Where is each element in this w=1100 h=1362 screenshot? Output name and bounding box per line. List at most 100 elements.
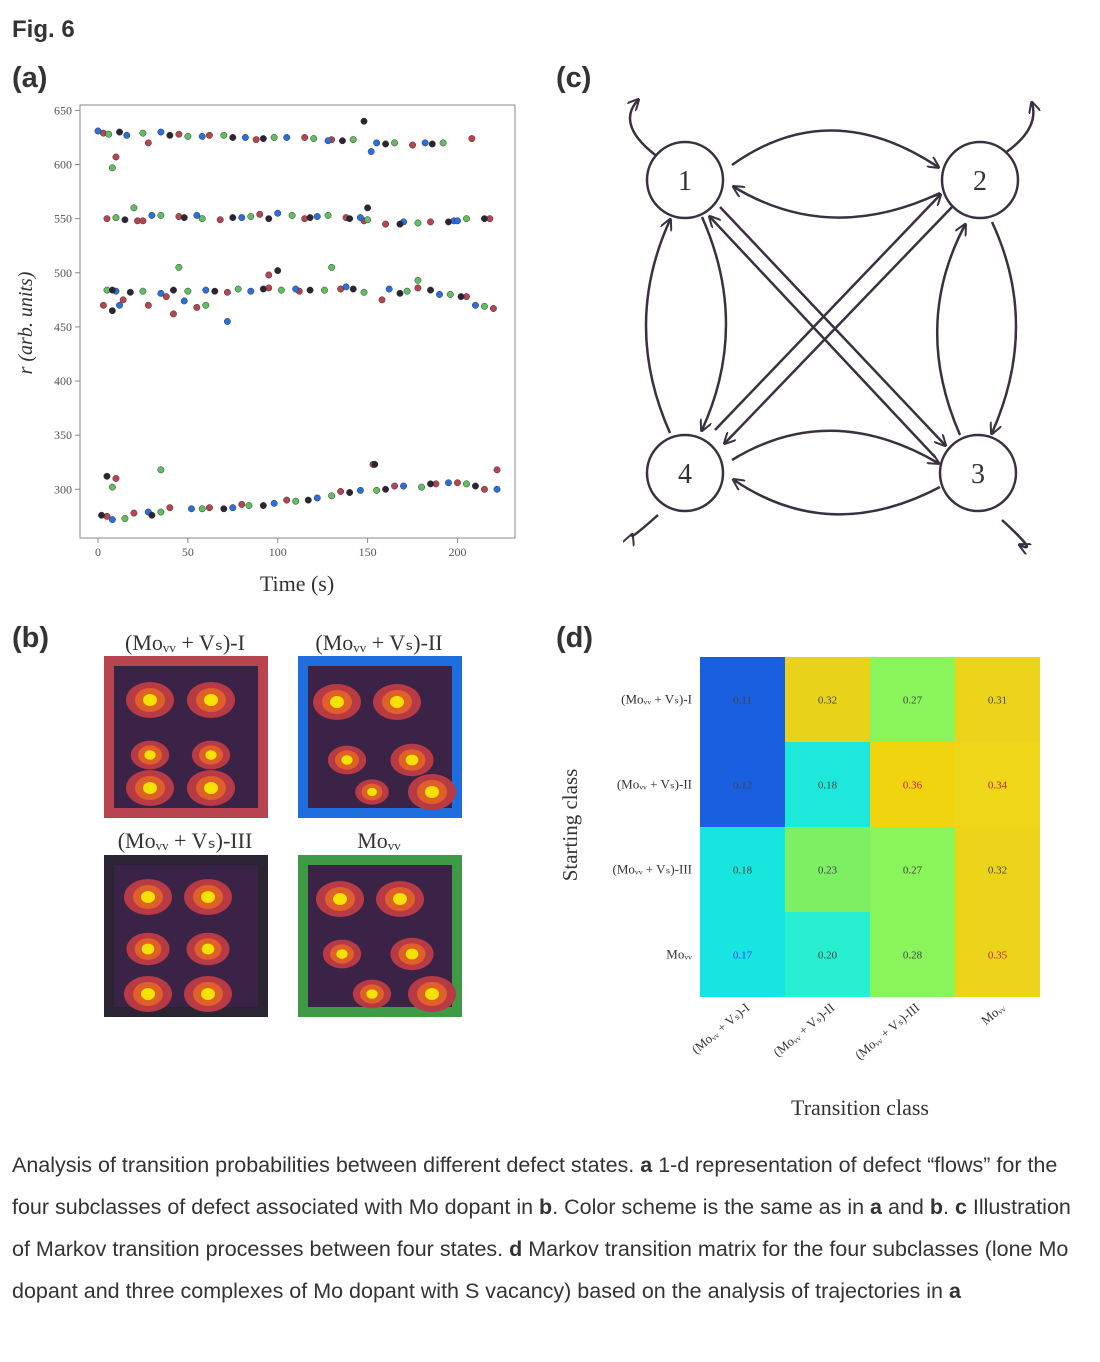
data-point [121, 515, 129, 522]
data-point [108, 483, 116, 491]
cell-value: 0.32 [818, 695, 837, 707]
data-point [349, 136, 357, 144]
heatmap-cell [955, 827, 1040, 912]
heatmap-cell [700, 912, 785, 997]
data-point [112, 475, 120, 482]
data-point [144, 301, 152, 309]
y-tick-label: 300 [54, 482, 72, 496]
data-point [418, 483, 425, 491]
data-point [480, 485, 488, 493]
heatmap-cell [870, 742, 955, 827]
data-point [364, 216, 372, 224]
data-point [259, 135, 267, 143]
data-point [256, 210, 264, 218]
data-point [428, 140, 436, 148]
data-point [270, 134, 278, 141]
data-point [180, 297, 188, 305]
transition-matrix-heatmap: 0.11 0.32 0.27 0.31 0.12 0.18 0.36 0.34 0.18 0.23… [558, 657, 1040, 1120]
data-point [94, 127, 102, 135]
x-tick-label: 150 [359, 545, 377, 559]
data-point [306, 286, 314, 294]
heatmap-cell [700, 657, 785, 742]
arrow-1-to-3 [719, 206, 945, 445]
data-point [223, 288, 231, 296]
x-tick-label: 0 [95, 545, 101, 559]
data-point [259, 502, 267, 509]
data-point [382, 140, 390, 148]
arrow-2-to-4 [725, 206, 953, 443]
data-point [126, 288, 134, 296]
intensity-peak [367, 787, 377, 797]
cell-value: 0.28 [903, 950, 923, 962]
data-point [130, 509, 138, 517]
state-node-3 [938, 433, 1018, 513]
markov-diagram: 1 2 3 4 [600, 95, 1060, 565]
data-point [472, 301, 479, 309]
data-point [259, 285, 267, 293]
data-point [414, 219, 422, 227]
cell-value: 0.31 [988, 695, 1007, 707]
cell-value: 0.18 [818, 780, 838, 792]
caption-text: . Color scheme is the same as in [552, 1195, 871, 1219]
data-point [184, 287, 192, 295]
intensity-peak [201, 891, 215, 903]
arrow-4-to-1 [644, 220, 670, 434]
thumb-title-4: Moᵥᵥ [357, 828, 401, 853]
panel-label-a: (a) [12, 62, 48, 94]
data-point [265, 215, 273, 223]
intensity-peak [330, 696, 344, 708]
heatmap-cell [785, 912, 870, 997]
data-point [356, 486, 364, 494]
cell-value: 0.11 [733, 695, 752, 707]
data-point [166, 504, 174, 512]
intensity-peak [141, 988, 155, 1000]
arrow-4-to-3 [731, 429, 938, 463]
cell-value: 0.32 [988, 865, 1007, 877]
intensity-peak [366, 989, 378, 999]
arrow-1-to-4 [702, 216, 728, 430]
self-loop-3 [1001, 519, 1027, 547]
y-axis-label: r (arb. units) [15, 271, 37, 374]
intensity-peak [405, 754, 419, 766]
arrow-2-to-3 [992, 221, 1018, 433]
data-point [170, 310, 177, 318]
heatmap-cell [700, 742, 785, 827]
arrow-4-to-2 [714, 195, 940, 431]
data-point [238, 214, 246, 222]
panel-label-c: (c) [556, 62, 592, 94]
data-point [414, 276, 422, 284]
data-point [205, 504, 213, 512]
heatmap-cell [700, 827, 785, 912]
data-point [421, 139, 429, 147]
heatmap-cell [870, 827, 955, 912]
heatmap-cell [955, 912, 1040, 997]
data-point [324, 211, 332, 219]
intensity-peak [425, 786, 439, 798]
panel-label-b: (b) [12, 622, 50, 654]
data-point [288, 211, 296, 219]
heatmap-cell [955, 657, 1040, 742]
data-point [463, 480, 470, 488]
data-point [454, 217, 461, 225]
data-point [116, 128, 123, 136]
data-point [414, 284, 422, 292]
caption-ref: b [929, 1195, 943, 1219]
data-point [446, 290, 454, 298]
data-point [238, 500, 246, 508]
cell-value: 0.34 [988, 780, 1008, 792]
data-point [139, 129, 147, 137]
data-point [108, 516, 116, 524]
intensity-peak [144, 750, 156, 760]
data-point [220, 505, 228, 513]
col-label: (Moᵥᵥ + Vₛ)-I [689, 1000, 753, 1057]
data-point [211, 287, 219, 295]
defect-image-2 [298, 656, 462, 818]
panel-label-d: (d) [556, 622, 594, 654]
data-point [349, 285, 357, 293]
data-point [292, 285, 300, 293]
data-point [121, 216, 129, 224]
data-point [144, 139, 152, 147]
data-point [346, 489, 354, 496]
col-label: Moᵥᵥ [978, 1000, 1007, 1028]
intensity-peak [201, 943, 215, 955]
